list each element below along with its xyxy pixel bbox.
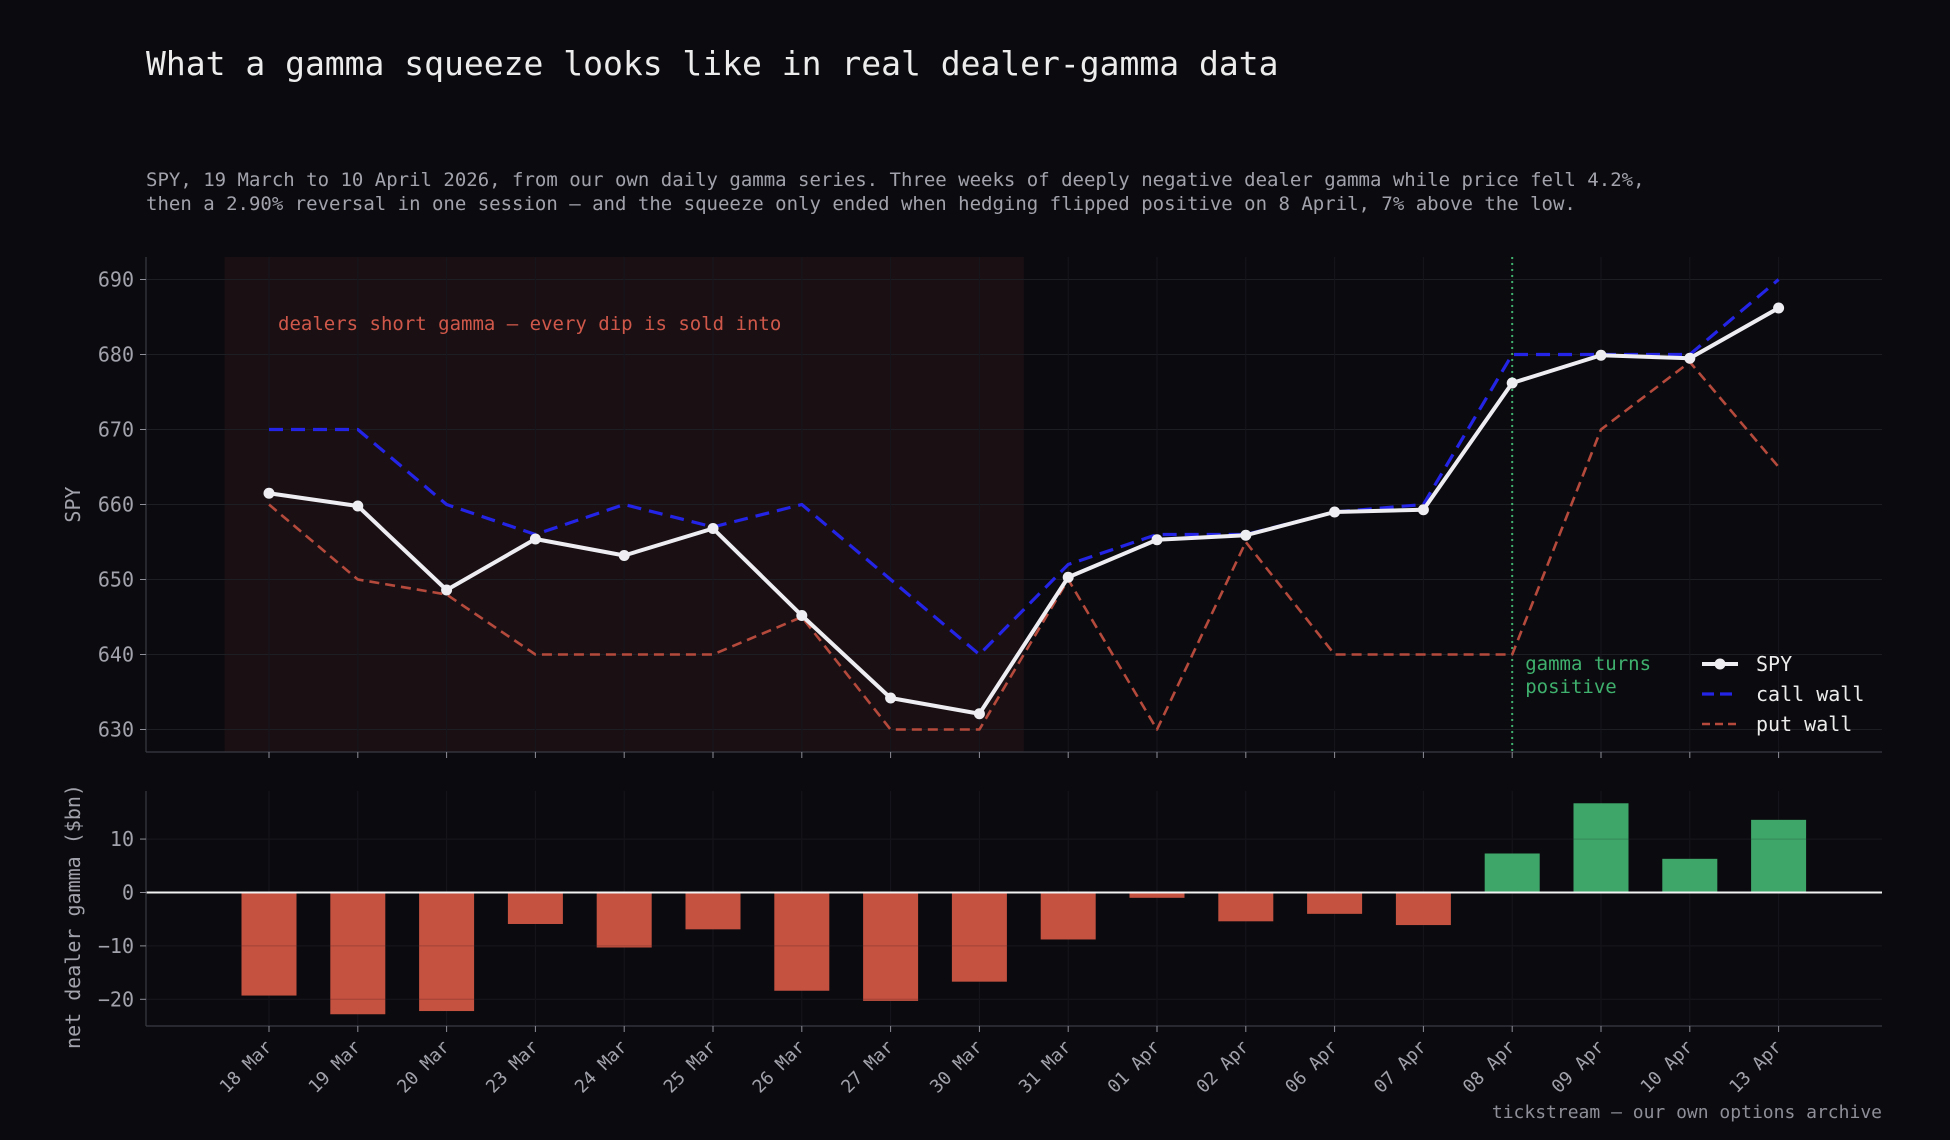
spy-point <box>973 708 985 720</box>
gamma-bar <box>1129 892 1185 898</box>
legend-label: call wall <box>1756 682 1864 706</box>
gamma-bar <box>1040 892 1096 940</box>
y-tick-label: 660 <box>98 493 134 517</box>
gamma-flip-label: gamma turns <box>1525 653 1651 675</box>
spy-point <box>1151 534 1163 546</box>
gamma-bar <box>774 892 830 991</box>
y-tick-label: −10 <box>98 934 134 958</box>
spy-point <box>618 550 630 561</box>
legend-label: SPY <box>1756 652 1792 676</box>
gamma-bar <box>1573 803 1629 893</box>
spy-point <box>1506 377 1518 389</box>
y-tick-label: 10 <box>110 827 134 851</box>
gamma-bar <box>241 892 297 996</box>
x-tick-label: 25 Mar <box>660 1037 721 1098</box>
x-tick-label: 31 Mar <box>1015 1037 1076 1098</box>
gamma-bar <box>685 892 741 930</box>
x-tick-label: 23 Mar <box>482 1037 543 1098</box>
x-tick-label: 10 Apr <box>1637 1037 1698 1098</box>
gamma-bar <box>1307 892 1363 914</box>
y-tick-label: 0 <box>122 880 134 904</box>
gamma-bar <box>1218 892 1274 922</box>
y-tick-label: 630 <box>98 718 134 742</box>
y-tick-label: −20 <box>98 987 134 1011</box>
gamma-bar <box>507 892 563 924</box>
x-tick-label: 30 Mar <box>926 1037 987 1098</box>
subtitle-line-2: then a 2.90% reversal in one session — a… <box>146 193 1576 215</box>
y-axis-label: net dealer gamma ($bn) <box>61 784 85 1049</box>
gamma-bar <box>863 892 919 1001</box>
spy-point <box>529 533 541 545</box>
spy-point <box>441 584 453 596</box>
gamma-bar <box>1662 858 1718 893</box>
x-tick-label: 26 Mar <box>749 1037 810 1098</box>
spy-point <box>1329 506 1341 518</box>
x-tick-label: 02 Apr <box>1193 1037 1254 1098</box>
spy-point <box>707 523 719 534</box>
y-tick-label: 640 <box>98 643 134 667</box>
series-line-spy <box>268 306 1780 716</box>
short-gamma-label: dealers short gamma — every dip is sold … <box>278 313 781 335</box>
series-line-call-wall <box>269 278 1780 657</box>
spy-point <box>796 610 808 621</box>
spy-point <box>263 487 275 499</box>
chart-title: What a gamma squeeze looks like in real … <box>146 44 1279 83</box>
spy-point <box>1595 349 1607 361</box>
x-tick-label: 13 Apr <box>1725 1037 1786 1098</box>
spy-point <box>1417 504 1429 516</box>
gamma-bar <box>951 892 1007 982</box>
x-tick-label: 27 Mar <box>837 1037 898 1098</box>
x-tick-label: 08 Apr <box>1459 1037 1520 1098</box>
x-tick-label: 18 Mar <box>216 1037 277 1098</box>
legend-marker <box>1714 658 1726 670</box>
gamma-bar <box>1484 853 1540 893</box>
x-tick-label: 09 Apr <box>1548 1037 1609 1098</box>
gamma-bar <box>419 892 475 1012</box>
spy-point <box>1773 302 1785 314</box>
source-footer: tickstream — our own options archive <box>1491 1102 1882 1123</box>
gamma-bar <box>1751 819 1807 893</box>
x-tick-label: 01 Apr <box>1104 1037 1165 1098</box>
y-tick-label: 670 <box>98 418 134 442</box>
chart-subtitle: SPY, 19 March to 10 April 2026, from our… <box>146 168 1645 216</box>
y-axis-label: SPY <box>61 486 85 522</box>
gamma-bar <box>1395 892 1451 926</box>
subtitle-line-1: SPY, 19 March to 10 April 2026, from our… <box>146 169 1645 191</box>
series-line-put-wall <box>268 360 1780 731</box>
y-tick-label: 650 <box>98 568 134 592</box>
gamma-bar <box>596 892 652 948</box>
spy-point <box>1062 571 1074 583</box>
gamma-bar <box>330 892 386 1015</box>
y-tick-label: 680 <box>98 343 134 367</box>
legend-label: put wall <box>1756 712 1852 736</box>
spy-point <box>352 500 364 512</box>
y-tick-label: 690 <box>98 268 134 292</box>
gamma-flip-label: positive <box>1525 676 1617 698</box>
spy-point <box>1684 352 1696 364</box>
spy-point <box>885 692 897 704</box>
x-tick-label: 07 Apr <box>1370 1037 1431 1098</box>
spy-point <box>1240 529 1252 541</box>
x-tick-label: 19 Mar <box>305 1037 366 1098</box>
x-tick-label: 06 Apr <box>1281 1037 1342 1098</box>
x-tick-label: 24 Mar <box>571 1037 632 1098</box>
x-tick-label: 20 Mar <box>393 1037 454 1098</box>
